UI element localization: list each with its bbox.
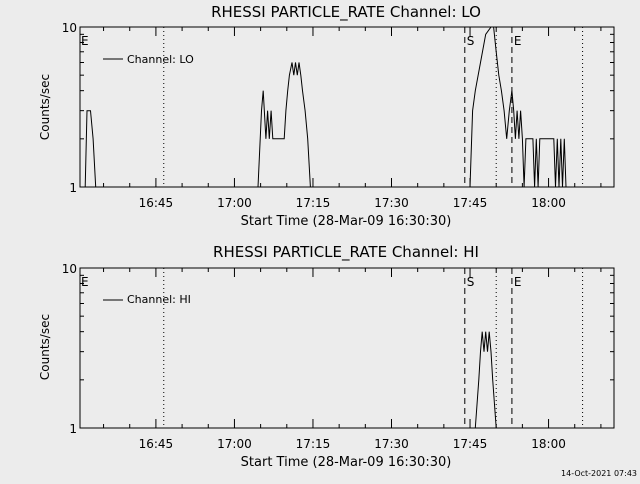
- chart-title: RHESSI PARTICLE_RATE Channel: LO: [211, 3, 481, 22]
- timestamp: 14-Oct-2021 07:43: [561, 469, 637, 478]
- x-axis-label: Start Time (28-Mar-09 16:30:30): [241, 214, 452, 229]
- plot-frame: [79, 267, 615, 429]
- x-tick-label: 17:30: [374, 437, 409, 451]
- series-line: [257, 62, 311, 188]
- event-marker-label: E: [514, 34, 522, 48]
- series-line: [474, 331, 497, 429]
- event-marker-label: E: [81, 34, 89, 48]
- legend-label: Channel: LO: [127, 53, 194, 66]
- event-marker-label: E: [514, 275, 522, 289]
- panel-hi: RHESSI PARTICLE_RATE Channel: HI Start T…: [38, 243, 615, 470]
- panel-lo: RHESSI PARTICLE_RATE Channel: LO Start T…: [38, 3, 615, 229]
- x-tick-label: 18:00: [531, 196, 566, 210]
- x-tick-label: 16:45: [139, 196, 174, 210]
- y-tick-label: 1: [69, 422, 77, 436]
- event-marker-label: E: [81, 275, 89, 289]
- x-tick-label: 17:15: [296, 196, 331, 210]
- x-tick-label: 17:30: [374, 196, 409, 210]
- x-axis-label: Start Time (28-Mar-09 16:30:30): [241, 455, 452, 470]
- x-tick-label: 17:00: [217, 196, 252, 210]
- event-marker-label: S: [467, 275, 475, 289]
- series-line: [469, 26, 567, 188]
- y-axis-label: Counts/sec: [38, 74, 52, 140]
- x-tick-label: 16:45: [139, 437, 174, 451]
- plot-frame: [79, 26, 615, 188]
- y-axis-label: Counts/sec: [38, 314, 52, 380]
- x-tick-label: 17:45: [453, 437, 488, 451]
- x-tick-label: 17:00: [217, 437, 252, 451]
- x-tick-label: 17:15: [296, 437, 331, 451]
- event-marker-label: S: [467, 34, 475, 48]
- y-tick-label: 10: [62, 21, 77, 35]
- x-tick-label: 17:45: [453, 196, 488, 210]
- x-tick-label: 18:00: [531, 437, 566, 451]
- legend-label: Channel: HI: [127, 293, 191, 306]
- series-line: [84, 110, 97, 188]
- chart-title: RHESSI PARTICLE_RATE Channel: HI: [213, 243, 479, 262]
- y-tick-label: 1: [69, 181, 77, 195]
- y-tick-label: 10: [62, 262, 77, 276]
